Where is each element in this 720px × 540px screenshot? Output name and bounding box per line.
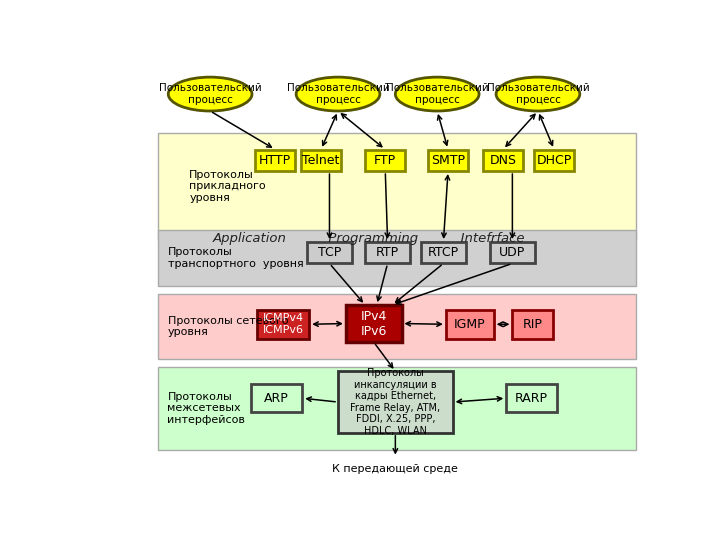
FancyBboxPatch shape [307, 242, 352, 264]
Text: UDP: UDP [499, 246, 526, 259]
Ellipse shape [395, 77, 479, 111]
Text: Пользовательский
процесс: Пользовательский процесс [386, 83, 489, 105]
FancyBboxPatch shape [490, 242, 535, 264]
FancyBboxPatch shape [158, 231, 636, 286]
Text: ICMPv4
ICMPv6: ICMPv4 ICMPv6 [262, 314, 304, 335]
Text: SMTP: SMTP [431, 154, 465, 167]
FancyBboxPatch shape [421, 242, 466, 264]
FancyBboxPatch shape [365, 150, 405, 171]
Text: FTP: FTP [374, 154, 396, 167]
Text: IPv4
IPv6: IPv4 IPv6 [361, 309, 387, 338]
FancyBboxPatch shape [256, 309, 310, 339]
Ellipse shape [168, 77, 252, 111]
Text: RTCP: RTCP [428, 246, 459, 259]
FancyBboxPatch shape [534, 150, 575, 171]
FancyBboxPatch shape [158, 294, 636, 359]
Text: Application          Programming          Intefrface: Application Programming Intefrface [212, 232, 526, 245]
Text: Протоколы
инкапсуляции в
кадры Ethernet,
Frame Relay, ATM,
FDDI, X.25, PPP,
HDLC: Протоколы инкапсуляции в кадры Ethernet,… [351, 368, 441, 436]
FancyBboxPatch shape [513, 309, 553, 339]
FancyBboxPatch shape [158, 132, 636, 240]
Ellipse shape [296, 77, 380, 111]
Text: ARP: ARP [264, 392, 289, 404]
Text: RARP: RARP [516, 392, 548, 404]
Text: Пользовательский
процесс: Пользовательский процесс [158, 83, 261, 105]
Text: Протоколы сетевого
уровня: Протоколы сетевого уровня [168, 316, 288, 338]
FancyBboxPatch shape [251, 384, 302, 412]
Text: HTTP: HTTP [259, 154, 292, 167]
Text: RIP: RIP [523, 318, 542, 331]
Text: RTP: RTP [376, 246, 399, 259]
FancyBboxPatch shape [483, 150, 523, 171]
FancyBboxPatch shape [365, 242, 410, 264]
FancyBboxPatch shape [446, 309, 494, 339]
Text: Telnet: Telnet [302, 154, 340, 167]
FancyBboxPatch shape [255, 150, 295, 171]
FancyBboxPatch shape [158, 367, 636, 450]
FancyBboxPatch shape [506, 384, 557, 412]
Text: Протоколы
транспортного  уровня: Протоколы транспортного уровня [168, 247, 303, 269]
Text: К передающей среде: К передающей среде [333, 464, 459, 474]
Ellipse shape [496, 77, 580, 111]
Text: DHCP: DHCP [536, 154, 572, 167]
Text: Пользовательский
процесс: Пользовательский процесс [287, 83, 390, 105]
FancyBboxPatch shape [338, 372, 453, 433]
Text: Пользовательский
процесс: Пользовательский процесс [487, 83, 590, 105]
Text: Протоколы
прикладного
уровня: Протоколы прикладного уровня [189, 170, 266, 203]
Text: IGMP: IGMP [454, 318, 485, 331]
Text: DNS: DNS [490, 154, 516, 167]
FancyBboxPatch shape [301, 150, 341, 171]
FancyBboxPatch shape [346, 305, 402, 342]
Text: TCP: TCP [318, 246, 341, 259]
FancyBboxPatch shape [428, 150, 468, 171]
Text: Протоколы
межсетевых
интерфейсов: Протоколы межсетевых интерфейсов [168, 392, 246, 425]
